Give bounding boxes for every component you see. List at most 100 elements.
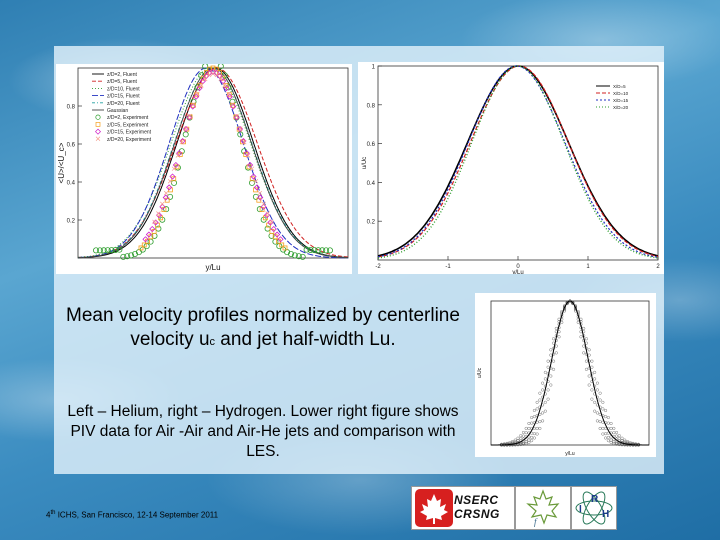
- piv-marker: [604, 408, 608, 412]
- piv-marker: [549, 383, 553, 387]
- piv-marker: [541, 381, 545, 385]
- piv-marker: [604, 436, 608, 440]
- piv-marker: [595, 381, 599, 385]
- piv-marker: [549, 348, 553, 352]
- piv-marker: [538, 420, 542, 424]
- marker-zd15-experiment: [250, 173, 257, 180]
- piv-marker: [519, 434, 523, 438]
- piv-marker: [527, 438, 531, 442]
- conference-footer: 4th ICHS, San Francisco, 12-14 September…: [46, 510, 218, 520]
- piv-marker: [626, 440, 630, 444]
- marker-zd2-experiment: [303, 246, 310, 253]
- marker-zd2-experiment: [307, 246, 314, 253]
- marker-zd15-experiment: [257, 194, 264, 201]
- piv-marker: [532, 436, 536, 440]
- nserc-logo: NSERC CRSNG: [411, 486, 515, 530]
- marker-zd20-experiment: [206, 72, 212, 78]
- marker-zd20-experiment: [191, 101, 196, 107]
- piv-marker: [530, 421, 534, 425]
- piv-marker: [606, 439, 610, 443]
- marker-zd20-experiment: [179, 139, 185, 145]
- hydrogen-chart-svg: 0.2 0.4 0.6 0.8 1 -2 -1 0 1 2 y/Lu u/Uc X/D=5 X/D=10 X…: [362, 65, 660, 275]
- marker-zd2-experiment: [182, 131, 189, 138]
- marker-zd20-experiment: [245, 153, 251, 158]
- marker-zd20-experiment: [156, 211, 161, 216]
- y-axis-label: u/Uc: [477, 367, 483, 378]
- y-tick-label: 0.6: [367, 142, 376, 148]
- marker-zd5-experiment: [168, 187, 173, 193]
- marker-zd15-experiment: [186, 114, 193, 121]
- marker-zd20-experiment: [226, 91, 231, 97]
- marker-zd20-experiment: [249, 166, 255, 171]
- marker-zd2-experiment: [315, 247, 322, 254]
- marker-zd2-experiment: [319, 247, 326, 254]
- piv-marker: [541, 419, 545, 423]
- marker-zd15-experiment: [189, 103, 196, 110]
- marker-zd5-experiment: [200, 75, 206, 81]
- marker-zd15-experiment: [172, 161, 179, 169]
- marker-zd2-experiment: [326, 247, 333, 254]
- x-tick-label: 1: [586, 264, 590, 270]
- hydrogen-velocity-chart: 0.2 0.4 0.6 0.8 1 -2 -1 0 1 2 y/Lu u/Uc X/D=5 X/D=10 X…: [358, 62, 664, 274]
- legend-label: z/D=2, Experiment: [107, 115, 149, 121]
- piv-marker: [601, 426, 605, 430]
- piv-marker: [538, 398, 542, 402]
- piv-marker: [552, 367, 556, 371]
- y-tick-label: 0.2: [367, 220, 376, 226]
- marker-zd2-experiment: [104, 247, 111, 254]
- marker-zd20-experiment: [160, 201, 165, 207]
- helium-chart-svg: 0.20.40.60.8y/Lu<U>/<U_c>z/D=2, Fluentz/…: [57, 64, 349, 272]
- marker-zd20-experiment: [187, 113, 192, 119]
- marker-zd15-experiment: [223, 85, 230, 92]
- piv-marker: [527, 426, 531, 430]
- sub-caption: Left – Helium, right – Hydrogen. Lower r…: [67, 403, 459, 460]
- marker-zd5-experiment: [204, 70, 209, 75]
- marker-zd15-experiment: [230, 103, 237, 110]
- marker-zd15-experiment: [226, 93, 233, 100]
- marker-zd20-experiment: [171, 166, 177, 171]
- piv-marker: [552, 359, 556, 363]
- marker-zd5-experiment: [141, 242, 147, 248]
- marker-zd15-experiment: [209, 68, 217, 75]
- marker-zd15-experiment: [274, 231, 281, 238]
- piv-marker: [582, 344, 586, 348]
- piv-marker: [615, 430, 619, 434]
- legend-label: z/D=10, Fluent: [107, 86, 140, 92]
- line-xd15: [377, 65, 659, 258]
- marker-zd2-experiment: [167, 193, 174, 200]
- piv-marker: [549, 374, 553, 378]
- piv-marker: [587, 383, 591, 387]
- x-axis-label: y/Lu: [512, 270, 523, 274]
- piv-marker: [546, 397, 550, 401]
- legend-label: X/D=10: [613, 91, 629, 96]
- irh-letter-h: H: [602, 509, 609, 520]
- piv-les-chart: y/Lu u/Uc: [475, 293, 656, 457]
- piv-marker: [530, 439, 534, 443]
- main-caption: Mean velocity profiles normalized by cen…: [62, 304, 464, 354]
- marker-zd15-experiment: [203, 72, 210, 80]
- piv-marker: [606, 435, 610, 439]
- piv-marker: [587, 374, 591, 378]
- y-axis-label: u/Uc: [362, 157, 368, 169]
- piv-marker: [524, 440, 528, 444]
- legend-label: X/D=5: [613, 84, 626, 89]
- marker-zd2-experiment: [128, 252, 135, 259]
- piv-marker: [590, 388, 594, 392]
- legend-marker: [95, 114, 101, 120]
- marker-zd2-experiment: [112, 246, 119, 253]
- piv-marker: [582, 326, 586, 330]
- piv-marker: [595, 388, 599, 392]
- marker-zd5-experiment: [282, 245, 288, 251]
- y-tick-label: 1: [372, 65, 376, 71]
- marker-zd20-experiment: [202, 76, 208, 82]
- piv-marker: [560, 320, 564, 324]
- marker-zd15-experiment: [233, 114, 240, 121]
- legend-label: z/D=5, Fluent: [107, 79, 137, 85]
- piv-marker: [532, 408, 536, 412]
- footer-text: ICHS, San Francisco, 12-14 September 201…: [55, 510, 219, 520]
- irh-letter-r: R: [591, 494, 599, 505]
- x-tick-label: -2: [375, 264, 381, 270]
- piv-marker: [554, 344, 558, 348]
- marker-zd20-experiment: [175, 153, 181, 158]
- piv-marker: [590, 359, 594, 363]
